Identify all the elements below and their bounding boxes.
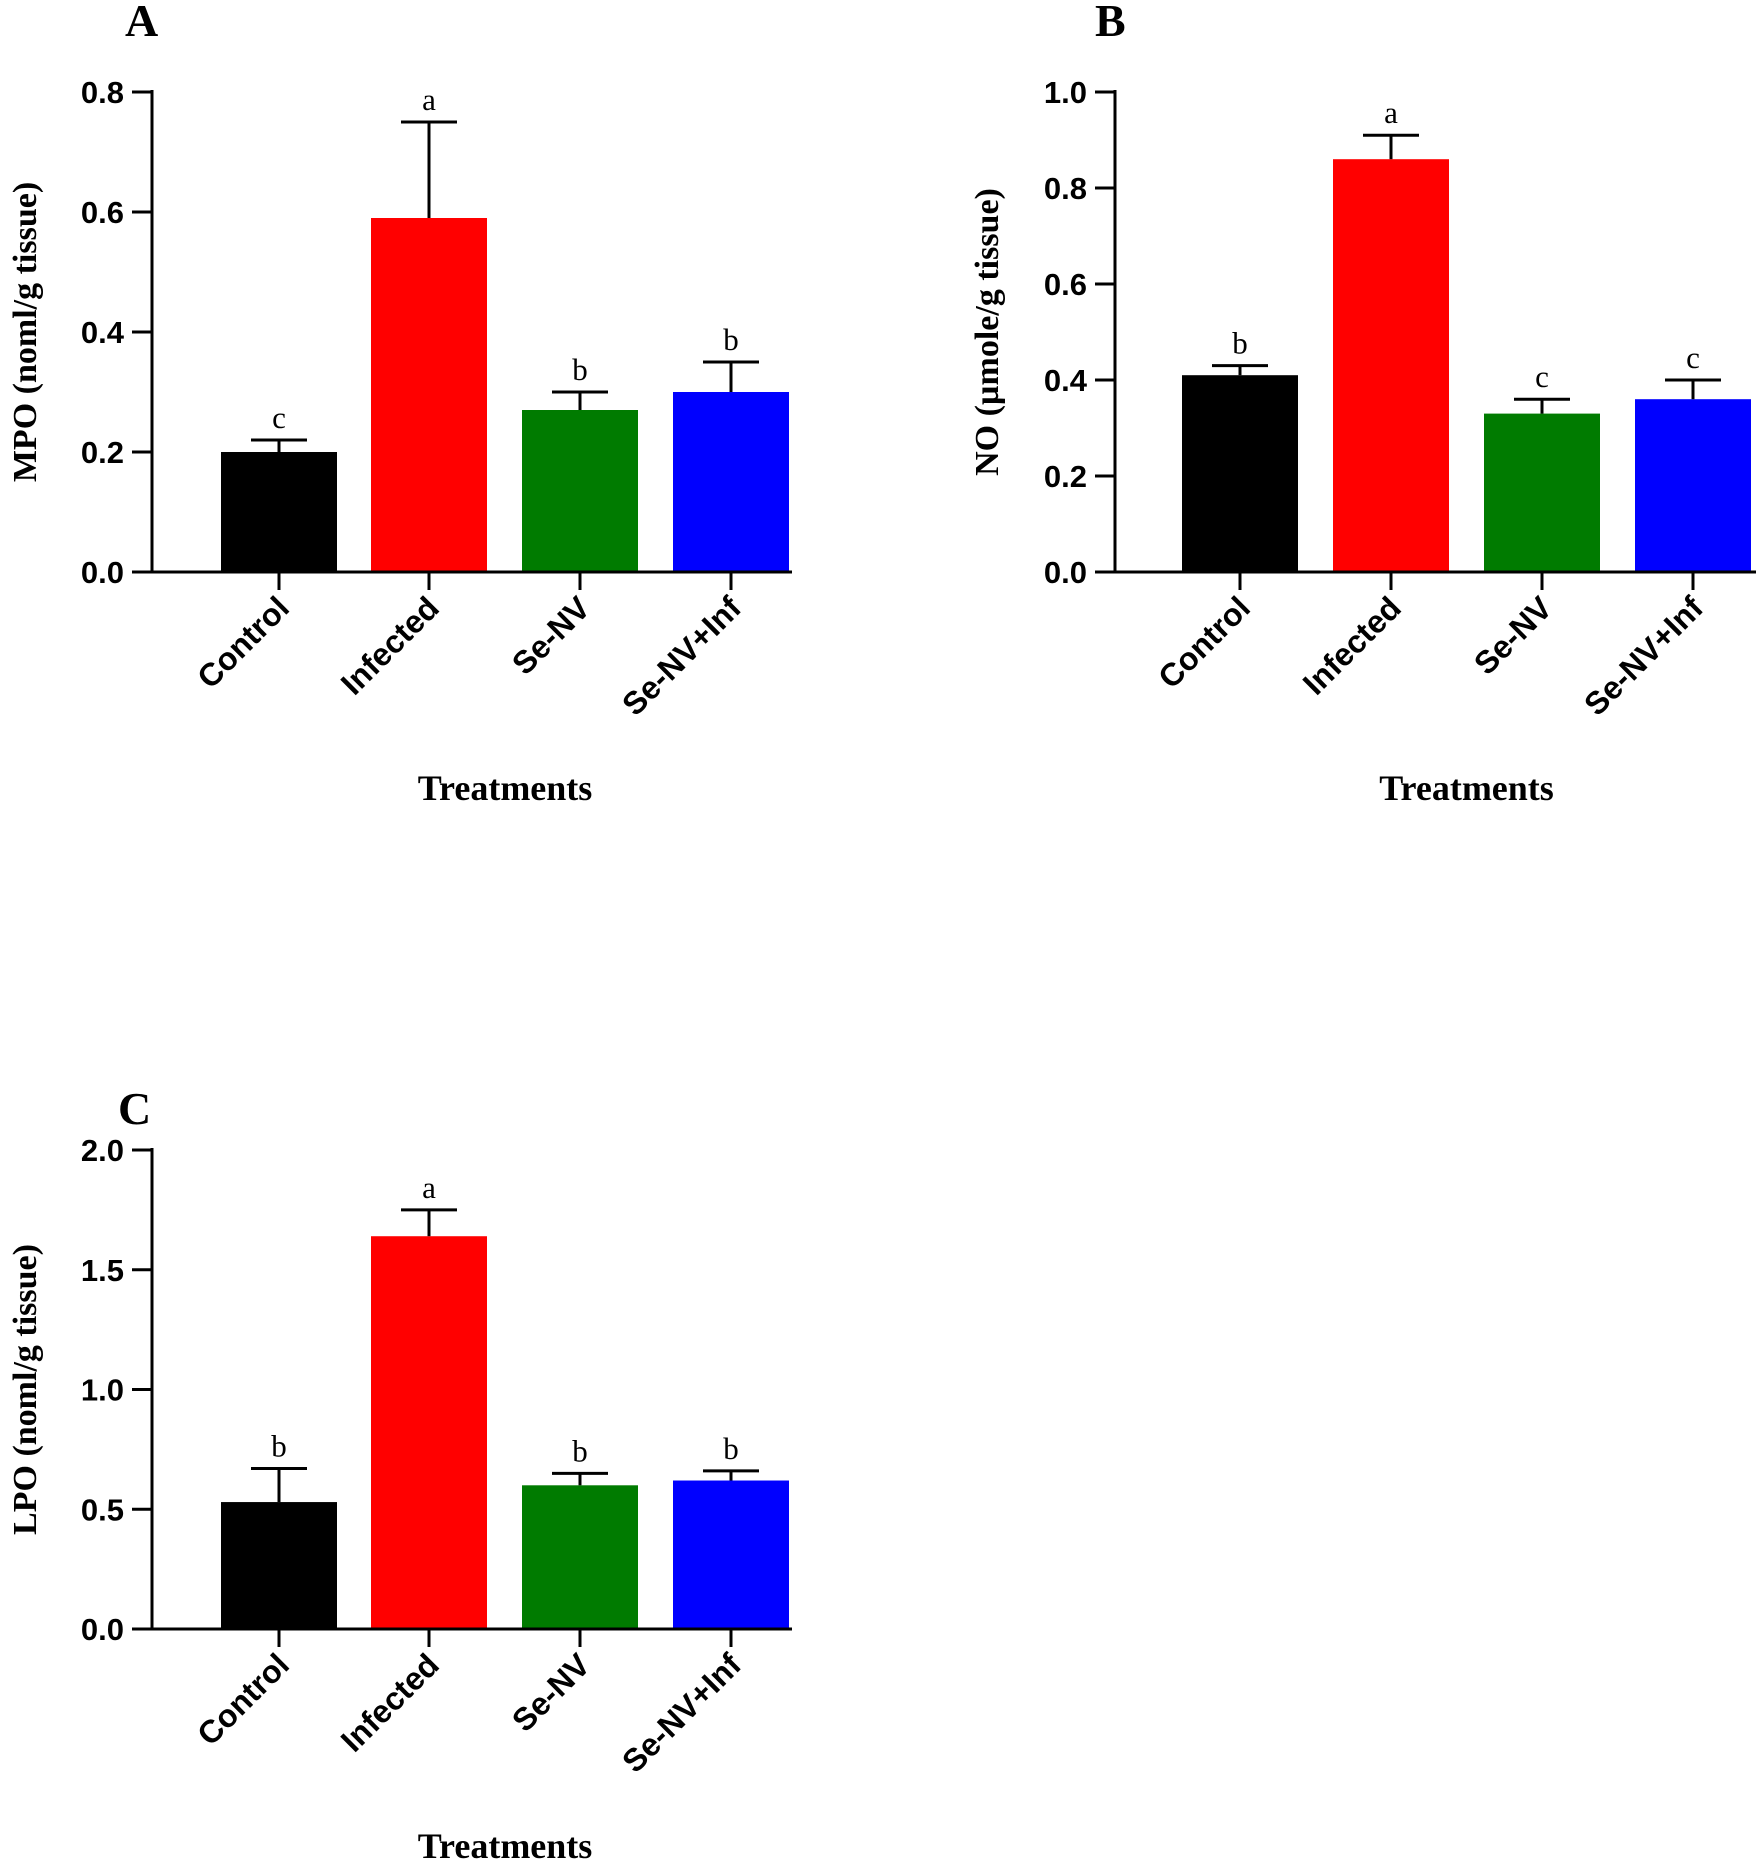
panel-a-y-tick-label: 0.0 bbox=[81, 555, 124, 590]
panel-c-y-tick-label: 0.0 bbox=[81, 1612, 124, 1647]
panel-c-label: C bbox=[118, 1083, 151, 1134]
panel-b-x-category-label: Infected bbox=[1296, 589, 1408, 701]
panel-c-x-category-label: Control bbox=[190, 1646, 296, 1752]
panel-c-bar-control bbox=[221, 1502, 337, 1629]
panel-c-y-tick-label: 1.0 bbox=[81, 1373, 124, 1408]
panel-a-y-tick-label: 0.8 bbox=[81, 75, 124, 110]
panel-a-x-category-label: Infected bbox=[334, 589, 446, 701]
panel-b-y-tick-label: 0.6 bbox=[1044, 267, 1087, 302]
panel-c-x-category-label: Se-NV+Inf bbox=[615, 1646, 748, 1779]
panel-c-bar-infected bbox=[371, 1236, 487, 1629]
panel-b-bar-se-nv-inf bbox=[1635, 399, 1751, 572]
panel-c-bar-se-nv bbox=[522, 1485, 638, 1629]
panel-b-significance-label: c bbox=[1535, 359, 1549, 394]
panel-b-x-category-label: Control bbox=[1151, 589, 1257, 695]
panel-a-x-category-label: Se-NV bbox=[505, 589, 598, 682]
panel-b-x-category-label: Se-NV bbox=[1467, 589, 1560, 682]
panel-b-significance-label: b bbox=[1232, 326, 1248, 361]
panel-a-x-category-label: Se-NV+Inf bbox=[615, 589, 748, 722]
panel-a-y-tick-label: 0.2 bbox=[81, 435, 124, 470]
panel-c-y-axis-title: LPO (noml/g tissue) bbox=[7, 1244, 44, 1535]
panel-a-y-tick-label: 0.6 bbox=[81, 195, 124, 230]
panel-b-label: B bbox=[1095, 0, 1126, 46]
panel-b-x-axis-title: Treatments bbox=[1379, 768, 1554, 808]
panel-a-bar-control bbox=[221, 452, 337, 572]
panel-a-bar-se-nv-inf bbox=[673, 392, 789, 572]
panel-c-significance-label: b bbox=[572, 1433, 588, 1468]
panel-a-significance-label: b bbox=[723, 322, 739, 357]
panel-b-bar-control bbox=[1182, 375, 1298, 572]
panel-b-y-tick-label: 1.0 bbox=[1044, 75, 1087, 110]
panel-b-y-tick-label: 0.4 bbox=[1044, 363, 1088, 398]
panel-c-x-category-label: Se-NV bbox=[505, 1646, 598, 1739]
panel-c-significance-label: b bbox=[271, 1429, 287, 1464]
panel-c-y-tick-label: 0.5 bbox=[81, 1492, 124, 1527]
panel-b-y-tick-label: 0.8 bbox=[1044, 171, 1087, 206]
panel-b-y-tick-label: 0.2 bbox=[1044, 459, 1087, 494]
panel-b-significance-label: c bbox=[1686, 340, 1700, 375]
panel-a-chart: A c a b b 0.0 0.2 0.4 0.6 0.8 Control Infected Se-N… bbox=[7, 0, 792, 808]
panel-c-significance-label: b bbox=[723, 1431, 739, 1466]
panel-b-y-tick-label: 0.0 bbox=[1044, 555, 1087, 590]
panel-c-chart: C b a b b 0.0 0.5 1.0 1.5 2.0 Control Infected Se-N… bbox=[7, 1083, 792, 1860]
panel-a-label: A bbox=[125, 0, 158, 46]
panel-a-bar-infected bbox=[371, 218, 487, 572]
panel-c-significance-label: a bbox=[422, 1170, 436, 1205]
panel-c-y-tick-label: 1.5 bbox=[81, 1253, 124, 1288]
panel-b-chart: B b a c c 0.0 0.2 0.4 0.6 0.8 1.0 Control Infected S… bbox=[969, 0, 1756, 808]
panel-a-x-category-label: Control bbox=[190, 589, 296, 695]
panel-a-x-axis-title: Treatments bbox=[418, 768, 593, 808]
panel-c-bar-se-nv-inf bbox=[673, 1480, 789, 1629]
panel-c-y-tick-label: 2.0 bbox=[81, 1133, 124, 1168]
panel-a-significance-label: b bbox=[572, 352, 588, 387]
panel-a-significance-label: c bbox=[272, 400, 286, 435]
panel-b-significance-label: a bbox=[1384, 95, 1398, 130]
panel-b-bar-se-nv bbox=[1484, 413, 1600, 572]
panel-b-x-category-label: Se-NV+Inf bbox=[1577, 589, 1710, 722]
panel-b-bar-infected bbox=[1333, 159, 1449, 572]
panel-a-y-tick-label: 0.4 bbox=[81, 315, 125, 350]
panel-a-significance-label: a bbox=[422, 82, 436, 117]
panel-a-y-axis-title: MPO (noml/g tissue) bbox=[7, 182, 44, 482]
panel-c-x-axis-title: Treatments bbox=[418, 1826, 593, 1860]
panel-a-bar-se-nv bbox=[522, 410, 638, 572]
panel-c-x-category-label: Infected bbox=[334, 1646, 446, 1758]
panel-b-y-axis-title: NO (µmole/g tissue) bbox=[969, 188, 1006, 476]
